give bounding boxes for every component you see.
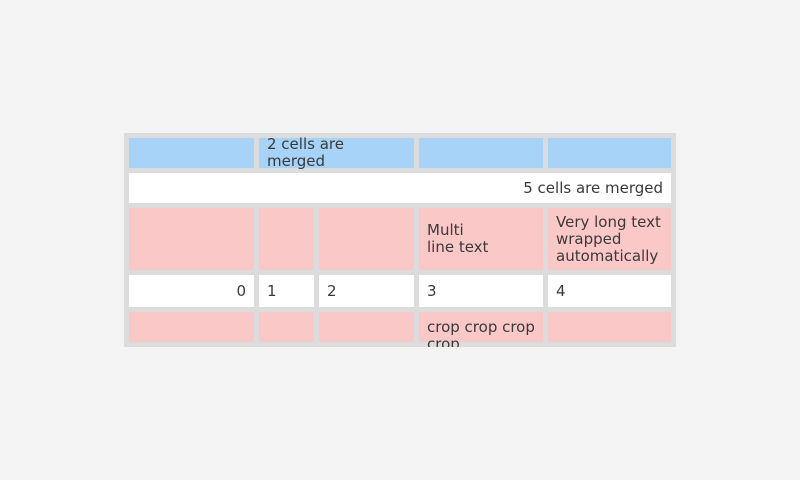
table-cell-r4c5[interactable]: 4	[548, 275, 671, 307]
table-cell-r1c5[interactable]	[548, 138, 671, 168]
table-cell-r4c2[interactable]: 1	[259, 275, 314, 307]
table-cell-r5c4-cropped-text[interactable]: crop crop crop crop	[419, 312, 543, 347]
table-cell-r4c1[interactable]: 0	[129, 275, 254, 307]
table-cell-r3c5-wrapped[interactable]: Very long text wrapped automatically	[548, 208, 671, 270]
table-cell-r4c3[interactable]: 2	[319, 275, 414, 307]
table-cell-r1-merged-2[interactable]: 2 cells are merged	[259, 136, 414, 170]
table-cell-r4c4[interactable]: 3	[419, 275, 543, 307]
table-cell-r3c4-multiline[interactable]: Multi line text	[419, 208, 543, 270]
table-cell-r1c4[interactable]	[419, 138, 543, 168]
table-cell-r2-merged-5[interactable]: 5 cells are merged	[129, 173, 671, 203]
table-cell-r5c5[interactable]	[548, 312, 671, 342]
table-cell-r3c2[interactable]	[259, 208, 314, 270]
table-cell-r3c3[interactable]	[319, 208, 414, 270]
table-widget: 2 cells are merged 5 cells are merged Mu…	[124, 133, 676, 347]
table-cell-r5c1[interactable]	[129, 312, 254, 342]
table-cell-r5c2[interactable]	[259, 312, 314, 342]
table-cell-r5c3[interactable]	[319, 312, 414, 342]
table-cell-r3c1[interactable]	[129, 208, 254, 270]
table-grid: 2 cells are merged 5 cells are merged Mu…	[129, 136, 671, 347]
table-cell-r1c1[interactable]	[129, 138, 254, 168]
